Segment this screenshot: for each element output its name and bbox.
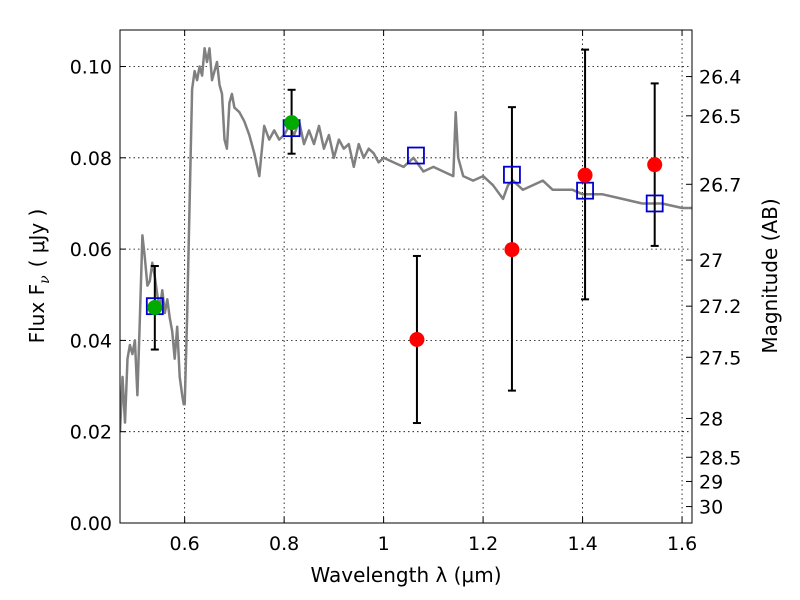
y-tick-label: 0.04 xyxy=(70,330,112,352)
y2-tick-label: 27 xyxy=(699,250,723,272)
y2-tick-label: 29 xyxy=(699,471,723,493)
y2-tick-label: 28 xyxy=(699,408,723,430)
measured-flux-point xyxy=(409,331,425,347)
y2-tick-label: 30 xyxy=(699,497,723,519)
y2-axis-label: Magnitude (AB) xyxy=(758,198,782,353)
y-tick-label: 0.00 xyxy=(70,513,112,535)
y-axis-label-subscript: ν xyxy=(37,275,53,284)
detection-point xyxy=(147,300,163,316)
x-tick-label: 0.6 xyxy=(170,533,200,555)
x-tick-label: 0.8 xyxy=(269,533,299,555)
x-axis-label: Wavelength λ (μm) xyxy=(310,563,501,587)
y-tick-label: 0.08 xyxy=(70,148,112,170)
y2-tick-label: 27.5 xyxy=(699,347,741,369)
y2-tick-label: 26.4 xyxy=(699,67,741,89)
plot-frame xyxy=(119,29,693,524)
sed-model-line xyxy=(120,47,692,432)
measured-flux-point xyxy=(504,242,520,258)
detection-point xyxy=(284,115,300,131)
y2-tick-label: 26.5 xyxy=(699,106,741,128)
y-tick-label: 0.02 xyxy=(70,422,112,444)
y2-tick-label: 26.7 xyxy=(699,174,741,196)
x-tick-label: 1 xyxy=(378,533,390,555)
model-photometry-square xyxy=(407,146,425,165)
data-marks xyxy=(145,48,664,425)
model-photometry-square xyxy=(503,165,521,184)
y2-axis-label-group: Magnitude (AB) xyxy=(758,198,782,353)
svg-text:Flux Fν( μJy ): Flux Fν ( μJy ) xyxy=(25,209,53,344)
measured-flux-point xyxy=(577,167,593,183)
x-tick-label: 1.2 xyxy=(468,533,498,555)
y-axis-label-unit: ( μJy ) xyxy=(25,209,49,268)
axis-ticks: 0.6 0.8 1 1.2 1.4 1.6 0.00 0.02 0.04 0.06 0.08 0.10… xyxy=(70,30,741,555)
measured-flux-point xyxy=(647,157,663,173)
y-tick-label: 0.06 xyxy=(70,239,112,261)
x-tick-label: 1.6 xyxy=(667,533,697,555)
y2-tick-label: 27.2 xyxy=(699,296,741,318)
model-photometry-square xyxy=(576,181,594,200)
model-photometry-square xyxy=(645,194,664,213)
plot-area xyxy=(120,47,692,432)
y2-tick-label: 28.5 xyxy=(699,447,741,469)
y-axis-label: Flux Fν ( μJy ) xyxy=(25,209,53,344)
x-tick-label: 1.4 xyxy=(567,533,597,555)
y-axis-label-text: Flux F xyxy=(25,284,49,343)
y-tick-label: 0.10 xyxy=(70,57,112,79)
